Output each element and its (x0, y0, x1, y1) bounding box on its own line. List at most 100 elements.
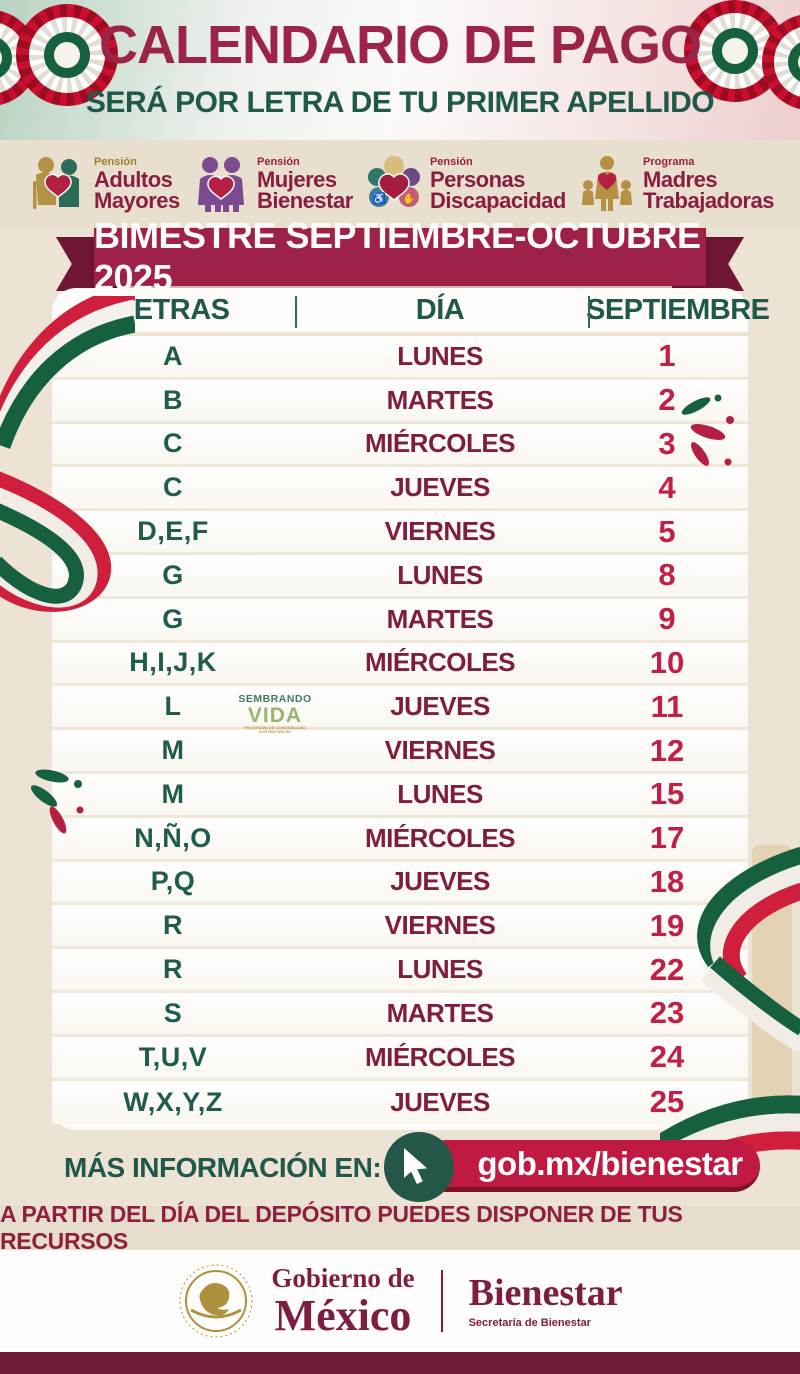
row-letters: R (163, 910, 183, 941)
row-date: 17 (649, 820, 685, 856)
bienestar-logo: Bienestar Secretaría de Bienestar (469, 1274, 623, 1329)
row-date: 9 (658, 601, 676, 637)
row-date: 5 (658, 513, 676, 549)
table-row: W,X,Y,Z JUEVES 25 (52, 1080, 748, 1125)
row-letters: L (164, 691, 182, 722)
row-day: MARTES (386, 997, 494, 1028)
row-letters: W,X,Y,Z (123, 1086, 223, 1117)
program-mujeres-bienestar: Pensión Mujeres Bienestar (193, 155, 353, 213)
page-subtitle: SERÁ POR LETRA DE TU PRIMER APELLIDO (85, 86, 715, 119)
row-date: 2 (658, 382, 676, 418)
column-divider (588, 296, 590, 328)
table-row: M VIERNES 12 (52, 730, 748, 774)
row-day: LUNES (397, 778, 483, 809)
footer-divider (440, 1270, 443, 1332)
row-date: 15 (649, 776, 685, 812)
row-day: JUEVES (390, 1086, 490, 1117)
header-band: CALENDARIO DE PAGO SERÁ POR LETRA DE TU … (0, 0, 800, 140)
two-women-icon (197, 157, 244, 212)
column-divider (295, 296, 297, 328)
watermark-line2: VIDA (247, 703, 303, 727)
program-adultos-mayores: Pensión Adultos Mayores (30, 155, 180, 213)
row-date: 22 (649, 951, 685, 987)
rosette-icon (16, 4, 118, 106)
row-day: MARTES (386, 603, 494, 634)
row-day: JUEVES (390, 866, 490, 897)
row-date: 11 (650, 688, 684, 724)
info-row: MÁS INFORMACIÓN EN: gob.mx/bienestar (0, 1128, 800, 1206)
program-personas-discapacidad: ♿ ✋ Pensión Personas Discapacidad (366, 155, 566, 213)
program-tag: Pensión (256, 155, 300, 168)
row-date: 18 (649, 863, 685, 899)
mother-children-icon (582, 156, 633, 211)
cursor-icon[interactable] (384, 1132, 454, 1202)
row-letters: P,Q (150, 866, 196, 897)
mouse-pointer-icon (404, 1148, 428, 1184)
row-date: 8 (658, 557, 676, 593)
gov-line1: Gobierno de (271, 1262, 415, 1293)
table-body: A LUNES 1 B MARTES 2 C MIÉRCOLES 3 C JUEVES 4 D,… (52, 336, 748, 1125)
table-row: A LUNES 1 (52, 336, 748, 380)
row-day: JUEVES (390, 691, 490, 722)
row-day: VIERNES (384, 516, 496, 547)
notice-text: A PARTIR DEL DÍA DEL DEPÓSITO PUEDES DIS… (0, 1201, 683, 1254)
program-tag: Pensión (429, 155, 473, 168)
row-letters: R (163, 954, 183, 985)
row-letters: N,Ñ,O (134, 822, 212, 853)
row-date: 23 (649, 995, 685, 1031)
row-letters: A (163, 340, 183, 371)
row-date: 3 (658, 425, 676, 461)
program-name-line1: Madres (643, 166, 718, 192)
table-row: D,E,F VIERNES 5 (52, 511, 748, 555)
row-day: LUNES (397, 340, 483, 371)
row-letters: G (162, 559, 184, 590)
svg-text:♿: ♿ (372, 192, 386, 205)
row-letters: C (163, 428, 183, 459)
table-row: R VIERNES 19 (52, 905, 748, 950)
row-letters: M (161, 778, 185, 809)
program-name-line1: Personas (429, 166, 526, 192)
program-madres-trabajadoras: Programa Madres Trabajadoras (579, 155, 774, 213)
table-row: G MARTES 9 (52, 598, 748, 643)
program-name-line1: Mujeres (256, 166, 337, 192)
row-day: MIÉRCOLES (364, 1041, 516, 1072)
more-info-label: MÁS INFORMACIÓN EN: (64, 1152, 382, 1183)
bimester-banner-bar: BIMESTRE SEPTIEMBRE-OCTUBRE 2025 (94, 215, 706, 298)
row-date: 24 (649, 1039, 685, 1075)
program-tag: Pensión (94, 155, 137, 168)
row-letters: G (162, 603, 184, 634)
bimester-label: BIMESTRE SEPTIEMBRE-OCTUBRE 2025 (94, 215, 701, 298)
row-day: VIERNES (384, 910, 496, 941)
table-row: S MARTES 23 (52, 992, 748, 1037)
brand-subtitle: Secretaría de Bienestar (468, 1316, 591, 1329)
row-day: MIÉRCOLES (364, 428, 516, 459)
row-day: MARTES (386, 384, 494, 415)
row-day: LUNES (397, 559, 483, 590)
row-date: 10 (649, 644, 685, 680)
bimester-banner: BIMESTRE SEPTIEMBRE-OCTUBRE 2025 (0, 215, 800, 298)
column-header-dia: DÍA (415, 293, 465, 326)
page-title: CALENDARIO DE PAGO (98, 15, 702, 75)
bottom-bar (0, 1352, 800, 1374)
gobierno-de-mexico-logo: Gobierno de México (271, 1262, 415, 1338)
watermark-line1: SEMBRANDO (238, 693, 312, 705)
svg-text:✋: ✋ (403, 192, 415, 205)
row-letters: B (163, 384, 183, 415)
mexico-eagle-seal-icon (179, 1264, 253, 1338)
row-day: JUEVES (390, 472, 490, 503)
gob-mx-link-button[interactable]: gob.mx/bienestar (420, 1140, 760, 1192)
row-letters: M (161, 735, 185, 766)
elderly-couple-icon (33, 157, 79, 209)
row-letters: D,E,F (137, 516, 209, 547)
table-row: H,I,J,K MIÉRCOLES 10 (52, 642, 748, 687)
row-day: MIÉRCOLES (364, 822, 516, 853)
table-row: C JUEVES 4 (52, 467, 748, 512)
table-header: LETRAS DÍA SEPTIEMBRE (52, 288, 770, 336)
row-day: VIERNES (384, 735, 496, 766)
table-row: L JUEVES 11 (52, 686, 748, 731)
program-name-line2: Mayores (94, 187, 180, 213)
row-date: 25 (649, 1084, 685, 1120)
gob-mx-link-label: gob.mx/bienestar (477, 1144, 743, 1182)
column-header-septiembre: SEPTIEMBRE (586, 293, 770, 326)
